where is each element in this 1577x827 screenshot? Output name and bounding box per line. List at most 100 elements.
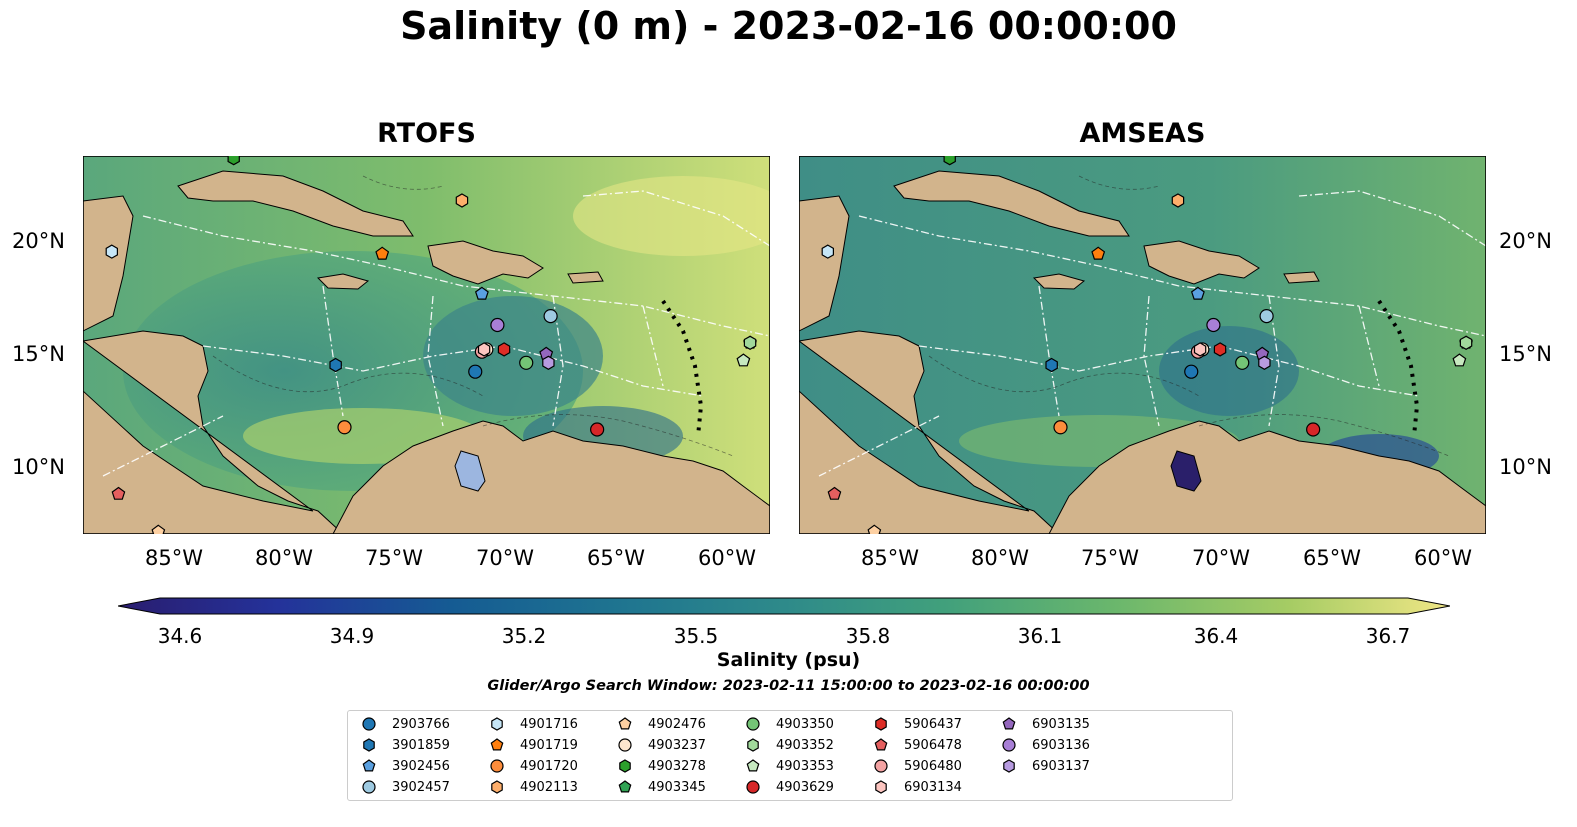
platform-marker-6903137 <box>1258 355 1271 370</box>
legend-item: 4902476 <box>616 715 706 733</box>
colorbar <box>118 597 1450 615</box>
lon-label: 80°W <box>255 546 313 570</box>
legend-marker <box>874 738 888 751</box>
legend-marker-shape <box>491 717 503 731</box>
legend-item: 4903629 <box>744 778 834 796</box>
platform-marker-4903278 <box>943 156 956 166</box>
bathymetry-contours <box>928 175 1450 457</box>
legend-item: 4903345 <box>616 778 706 796</box>
legend-item: 4903278 <box>616 757 706 775</box>
legend-item: 4901720 <box>488 757 578 775</box>
legend-item: 6903136 <box>1000 736 1090 754</box>
legend-item: 6903134 <box>872 778 962 796</box>
legend-marker <box>491 717 503 731</box>
legend-label: 4902113 <box>520 779 578 795</box>
legend-marker-shape <box>618 717 632 730</box>
legend-label: 5906478 <box>904 737 962 753</box>
lon-label: 65°W <box>587 546 645 570</box>
colorbar-gradient <box>118 597 1450 615</box>
legend-marker-shape <box>1003 759 1015 773</box>
legend-label: 4901719 <box>520 737 578 753</box>
legend-marker-shape <box>362 717 376 731</box>
land-yucatan <box>799 195 850 332</box>
legend-label: 5906480 <box>904 758 962 774</box>
lon-label: 85°W <box>145 546 203 570</box>
legend-label: 4903237 <box>648 737 706 753</box>
legend-label: 2903766 <box>392 716 450 732</box>
platform-marker-4901719 <box>375 246 390 260</box>
legend-label: 4903352 <box>776 737 834 753</box>
legend-label: 4903353 <box>776 758 834 774</box>
ocean-low-salinity <box>423 296 603 416</box>
platform-marker-6903136 <box>1206 317 1221 333</box>
lake-maracaibo <box>1170 450 1202 492</box>
land-hispaniola <box>427 240 544 285</box>
colorbar-tick: 36.4 <box>1193 624 1239 648</box>
platform-marker-5906478 <box>827 486 842 500</box>
legend-marker-shape <box>874 759 888 773</box>
legend-marker <box>875 780 887 794</box>
legend-label: 4903278 <box>648 758 706 774</box>
legend-marker-shape <box>874 738 888 751</box>
lat-label: 15°N <box>12 342 65 366</box>
legend-marker-shape <box>875 780 887 794</box>
legend-marker <box>874 759 888 773</box>
platform-legend: 2903766 3901859 3902456 3902457 4901716 49017… <box>347 710 1233 801</box>
panel-title-rtofs: RTOFS <box>377 118 476 149</box>
platform-marker-4901720 <box>1053 420 1068 435</box>
colorbar-tick: 36.1 <box>1017 624 1063 648</box>
legend-item: 6903137 <box>1000 757 1090 775</box>
platform-marker-3901859 <box>329 357 342 373</box>
lat-label: 10°N <box>12 455 65 479</box>
lesser-antilles <box>1377 299 1420 437</box>
legend-item: 4901716 <box>488 715 578 733</box>
legend-marker <box>363 738 375 752</box>
lon-label: 80°W <box>971 546 1029 570</box>
platform-marker-4903278 <box>227 156 240 166</box>
legend-marker-shape <box>618 738 632 752</box>
legend-label: 6903137 <box>1032 758 1090 774</box>
platform-marker-4902113 <box>1171 193 1185 208</box>
colorbar-tick: 36.7 <box>1365 624 1411 648</box>
land-jamaica <box>1032 273 1086 290</box>
land-hispaniola <box>1143 240 1260 285</box>
platform-marker-4902476 <box>867 524 882 534</box>
legend-label: 4902476 <box>648 716 706 732</box>
lon-label: 75°W <box>365 546 423 570</box>
legend-label: 3902457 <box>392 779 450 795</box>
platform-marker-3902457 <box>543 308 558 324</box>
legend-item: 4903237 <box>616 736 706 754</box>
colorbar-tick: 35.5 <box>673 624 719 648</box>
land-south-america <box>1048 420 1486 534</box>
platform-marker-4903353 <box>1452 353 1467 367</box>
legend-label: 6903136 <box>1032 737 1090 753</box>
platform-marker-4903629 <box>1306 422 1321 437</box>
lat-label: 20°N <box>12 229 65 253</box>
legend-item: 3902456 <box>360 757 450 775</box>
bathymetry-contours <box>212 175 734 457</box>
legend-item: 5906437 <box>872 715 962 733</box>
legend-marker-shape <box>619 759 631 773</box>
legend-label: 6903134 <box>904 779 962 795</box>
legend-label: 4901720 <box>520 758 578 774</box>
legend-marker <box>619 759 631 773</box>
platform-markers <box>821 156 1473 534</box>
platform-marker-2903766 <box>1184 364 1199 379</box>
lon-label: 70°W <box>1192 546 1250 570</box>
platform-marker-3902456 <box>1190 286 1205 300</box>
land-cuba <box>893 170 1130 237</box>
lat-label: 20°N <box>1499 229 1552 253</box>
legend-marker <box>1002 738 1016 752</box>
legend-marker <box>362 759 376 772</box>
legend-label: 6903135 <box>1032 716 1090 732</box>
legend-marker-shape <box>618 780 632 793</box>
legend-item: 4901719 <box>488 736 578 754</box>
platform-marker-6903136 <box>490 317 505 333</box>
legend-item: 5906478 <box>872 736 962 754</box>
legend-marker <box>875 717 887 731</box>
legend-marker-shape <box>746 780 760 794</box>
legend-marker-shape <box>746 717 760 731</box>
legend-label: 3901859 <box>392 737 450 753</box>
legend-marker <box>362 780 376 794</box>
colorbar-tick: 35.2 <box>501 624 547 648</box>
